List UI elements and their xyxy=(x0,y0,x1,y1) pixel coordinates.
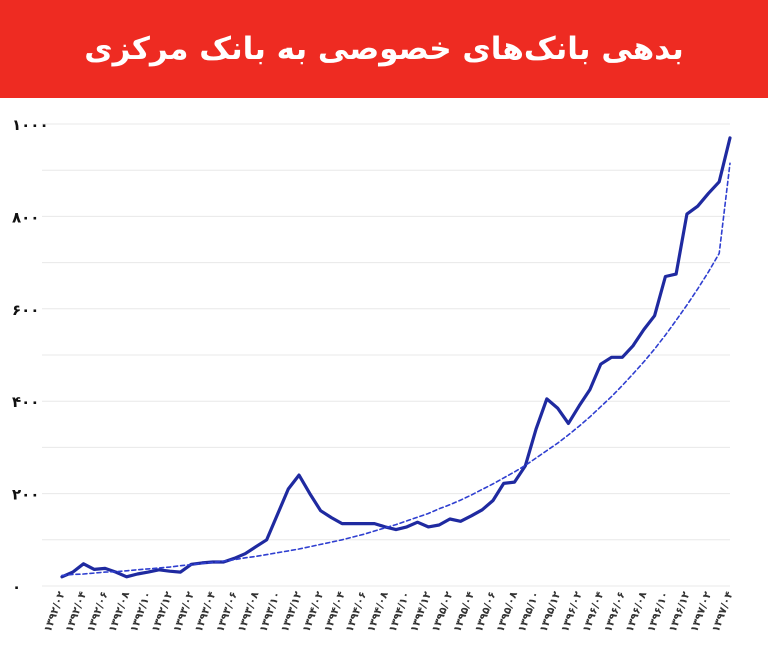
series-lines xyxy=(60,136,732,579)
y-tick-label: ۸۰۰ xyxy=(12,208,39,226)
x-tick-label: ۱۳۹۷/۰۴ xyxy=(710,589,736,633)
title-banner: بدهی بانک‌های خصوصی به بانک مرکزی xyxy=(0,0,768,98)
gridlines xyxy=(42,123,730,587)
series-line xyxy=(60,136,732,579)
y-tick-label: ۲۰۰ xyxy=(12,486,39,504)
y-tick-label: ۴۰۰ xyxy=(12,393,39,411)
x-axis-ticks: ۱۳۹۲/۰۲۱۳۹۲/۰۴۱۳۹۲/۰۶۱۳۹۲/۰۸۱۳۹۲/۱۰۱۳۹۲/… xyxy=(42,589,736,633)
trend-line xyxy=(61,162,731,577)
y-tick-label: ۱۰۰۰ xyxy=(12,116,49,134)
chart-title: بدهی بانک‌های خصوصی به بانک مرکزی xyxy=(84,31,684,67)
y-axis-ticks: ۰ ۲۰۰ ۴۰۰ ۶۰۰ ۸۰۰ ۱۰۰۰ xyxy=(12,116,49,596)
y-tick-label: ۶۰۰ xyxy=(12,301,39,319)
y-tick-label: ۰ xyxy=(12,578,21,596)
